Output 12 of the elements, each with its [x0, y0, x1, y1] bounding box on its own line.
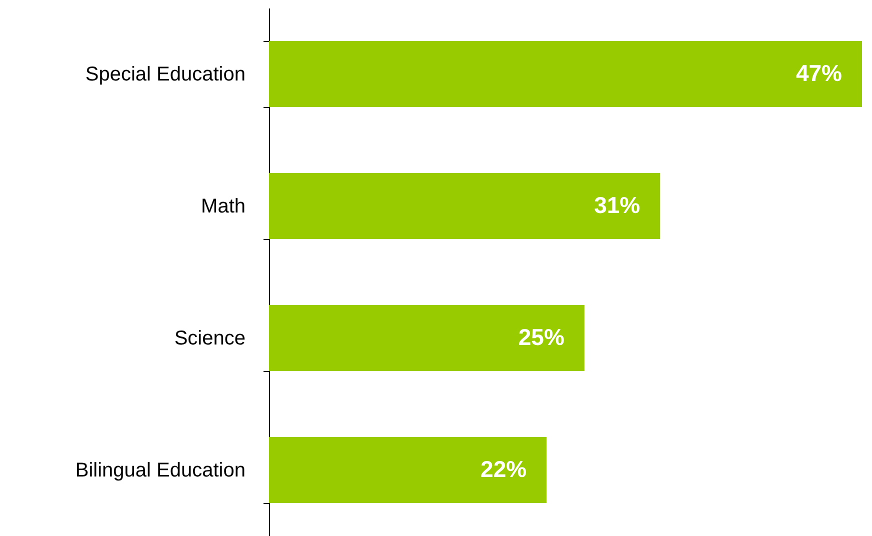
data-label: 22% [480, 456, 527, 482]
data-label: 31% [594, 192, 640, 218]
y-tick-label: Special Education [85, 64, 246, 86]
bar [269, 305, 584, 371]
bar [269, 173, 660, 239]
y-tick-label: Bilingual Education [75, 460, 246, 482]
data-label: 47% [796, 60, 842, 86]
y-tick-label: Science [174, 328, 246, 350]
data-label: 25% [518, 324, 564, 350]
bar [269, 437, 547, 503]
bar [269, 41, 862, 107]
y-tick-label: Math [201, 196, 246, 218]
